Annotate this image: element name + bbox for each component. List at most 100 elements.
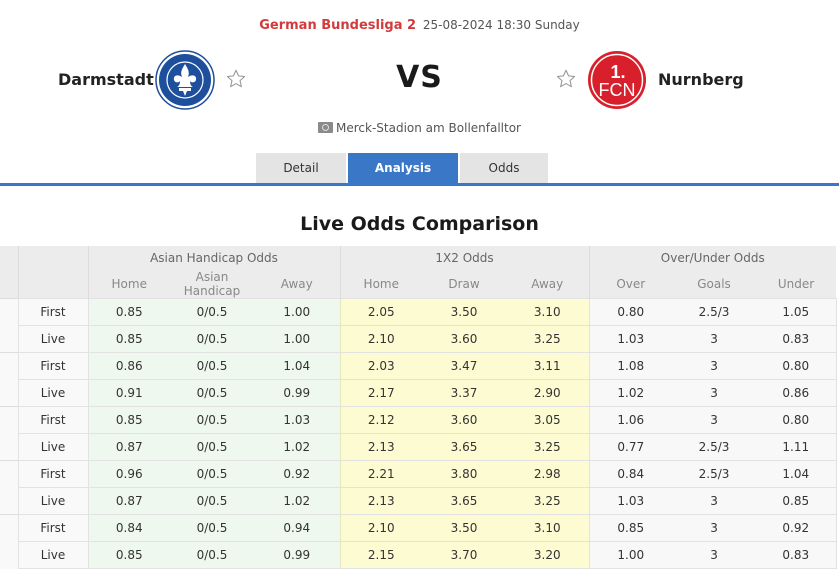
ah-home[interactable]: 0.84: [87, 514, 170, 542]
ah-handicap[interactable]: 0/0.5: [170, 325, 254, 353]
ou-over[interactable]: 1.08: [588, 352, 673, 380]
tab-analysis[interactable]: Analysis: [348, 153, 458, 183]
x12-home[interactable]: 2.21: [339, 460, 423, 488]
ou-goals[interactable]: 2.5/3: [672, 433, 757, 461]
ah-away[interactable]: 1.00: [254, 325, 341, 353]
x12-away[interactable]: 2.98: [506, 460, 590, 488]
ah-home[interactable]: 0.87: [87, 487, 170, 515]
x12-draw[interactable]: 3.65: [422, 487, 507, 515]
ou-under[interactable]: 0.80: [756, 406, 837, 434]
tab-odds[interactable]: Odds: [460, 153, 548, 183]
bookmaker-cell[interactable]: [0, 460, 18, 515]
ah-away[interactable]: 0.99: [254, 541, 341, 569]
x12-away[interactable]: 3.25: [506, 487, 590, 515]
fcn-crest-icon[interactable]: 1. FCN: [587, 50, 647, 110]
ah-handicap[interactable]: 0/0.5: [170, 406, 254, 434]
ou-goals[interactable]: 3: [672, 406, 757, 434]
x12-home[interactable]: 2.10: [339, 514, 423, 542]
ou-under[interactable]: 1.04: [756, 460, 837, 488]
ah-away[interactable]: 1.04: [254, 352, 341, 380]
ah-home[interactable]: 0.96: [87, 460, 170, 488]
ah-away[interactable]: 0.92: [254, 460, 341, 488]
bookmaker-cell[interactable]: [0, 406, 18, 461]
x12-away[interactable]: 3.05: [506, 406, 590, 434]
x12-draw[interactable]: 3.65: [422, 433, 507, 461]
ou-goals[interactable]: 3: [672, 541, 757, 569]
ah-handicap[interactable]: 0/0.5: [170, 298, 254, 326]
x12-draw[interactable]: 3.60: [422, 325, 507, 353]
ou-under[interactable]: 0.85: [756, 487, 837, 515]
x12-draw[interactable]: 3.37: [422, 379, 507, 407]
x12-away[interactable]: 3.10: [506, 514, 590, 542]
ou-under[interactable]: 0.83: [756, 541, 837, 569]
ou-over[interactable]: 0.77: [588, 433, 673, 461]
bookmaker-cell[interactable]: [0, 298, 18, 353]
darmstadt-crest-icon[interactable]: [155, 50, 215, 110]
ou-goals[interactable]: 2.5/3: [672, 298, 757, 326]
x12-home[interactable]: 2.13: [339, 487, 423, 515]
league-link[interactable]: German Bundesliga 2: [259, 18, 417, 33]
favorite-star-home-icon[interactable]: [225, 68, 247, 90]
ou-over[interactable]: 0.84: [588, 460, 673, 488]
ah-handicap[interactable]: 0/0.5: [170, 487, 254, 515]
tab-detail[interactable]: Detail: [256, 153, 346, 183]
ah-handicap[interactable]: 0/0.5: [170, 352, 254, 380]
x12-home[interactable]: 2.13: [339, 433, 423, 461]
ou-goals[interactable]: 3: [672, 325, 757, 353]
ah-home[interactable]: 0.91: [87, 379, 170, 407]
favorite-star-away-icon[interactable]: [555, 68, 577, 90]
ah-handicap[interactable]: 0/0.5: [170, 433, 254, 461]
x12-home[interactable]: 2.12: [339, 406, 423, 434]
x12-away[interactable]: 3.20: [506, 541, 590, 569]
x12-draw[interactable]: 3.70: [422, 541, 507, 569]
x12-home[interactable]: 2.05: [339, 298, 423, 326]
away-team-name[interactable]: Nurnberg: [658, 70, 744, 89]
ou-over[interactable]: 1.03: [588, 487, 673, 515]
ou-goals[interactable]: 3: [672, 379, 757, 407]
ou-goals[interactable]: 3: [672, 514, 757, 542]
x12-home[interactable]: 2.15: [339, 541, 423, 569]
ou-over[interactable]: 0.85: [588, 514, 673, 542]
ah-away[interactable]: 0.99: [254, 379, 341, 407]
x12-draw[interactable]: 3.80: [422, 460, 507, 488]
ou-over[interactable]: 0.80: [588, 298, 673, 326]
ah-handicap[interactable]: 0/0.5: [170, 541, 254, 569]
ou-under[interactable]: 0.80: [756, 352, 837, 380]
ou-goals[interactable]: 3: [672, 352, 757, 380]
ah-handicap[interactable]: 0/0.5: [170, 460, 254, 488]
x12-away[interactable]: 2.90: [506, 379, 590, 407]
x12-draw[interactable]: 3.60: [422, 406, 507, 434]
x12-away[interactable]: 3.10: [506, 298, 590, 326]
x12-away[interactable]: 3.11: [506, 352, 590, 380]
ou-under[interactable]: 0.92: [756, 514, 837, 542]
ah-home[interactable]: 0.87: [87, 433, 170, 461]
x12-draw[interactable]: 3.47: [422, 352, 507, 380]
ah-away[interactable]: 1.02: [254, 433, 341, 461]
ah-handicap[interactable]: 0/0.5: [170, 514, 254, 542]
home-team-name[interactable]: Darmstadt: [58, 70, 154, 89]
bookmaker-cell[interactable]: [0, 352, 18, 407]
ou-over[interactable]: 1.00: [588, 541, 673, 569]
ou-over[interactable]: 1.03: [588, 325, 673, 353]
ah-home[interactable]: 0.86: [87, 352, 170, 380]
ou-goals[interactable]: 3: [672, 487, 757, 515]
ou-over[interactable]: 1.02: [588, 379, 673, 407]
ah-away[interactable]: 1.03: [254, 406, 341, 434]
ah-away[interactable]: 1.00: [254, 298, 341, 326]
ou-under[interactable]: 1.05: [756, 298, 837, 326]
ou-under[interactable]: 0.83: [756, 325, 837, 353]
x12-draw[interactable]: 3.50: [422, 298, 507, 326]
ou-under[interactable]: 0.86: [756, 379, 837, 407]
ah-home[interactable]: 0.85: [87, 325, 170, 353]
x12-away[interactable]: 3.25: [506, 325, 590, 353]
ah-away[interactable]: 1.02: [254, 487, 341, 515]
x12-home[interactable]: 2.17: [339, 379, 423, 407]
ou-over[interactable]: 1.06: [588, 406, 673, 434]
bookmaker-cell[interactable]: [0, 514, 18, 569]
ah-home[interactable]: 0.85: [87, 541, 170, 569]
x12-home[interactable]: 2.03: [339, 352, 423, 380]
ah-away[interactable]: 0.94: [254, 514, 341, 542]
ou-under[interactable]: 1.11: [756, 433, 837, 461]
x12-draw[interactable]: 3.50: [422, 514, 507, 542]
ah-home[interactable]: 0.85: [87, 298, 170, 326]
